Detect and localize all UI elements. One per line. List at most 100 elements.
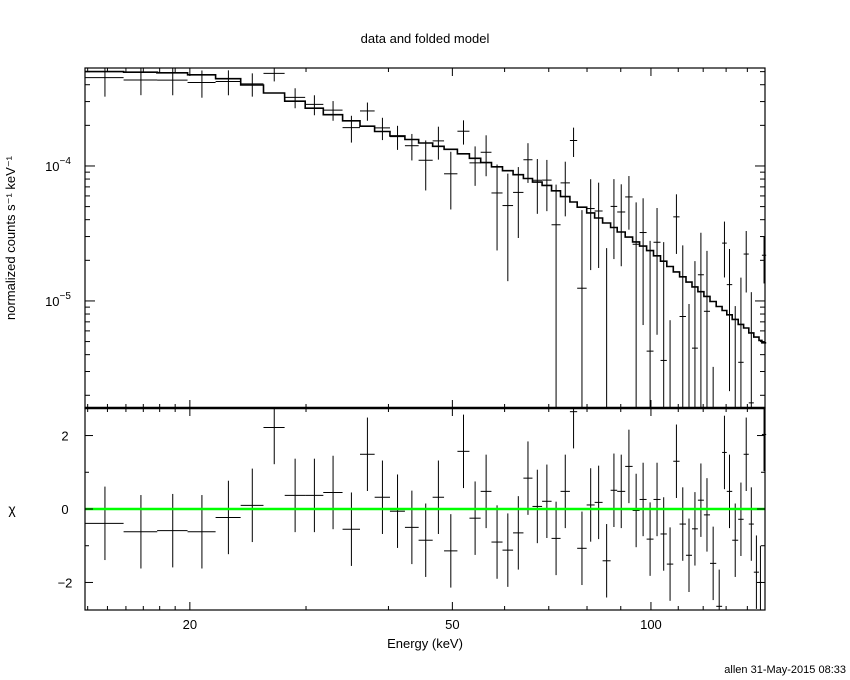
data-point xyxy=(646,240,654,408)
y-tick-exponent: −5 xyxy=(60,291,72,302)
data-point xyxy=(85,68,124,97)
y-axis-label-bottom: χ xyxy=(8,501,16,517)
data-point xyxy=(342,115,360,143)
residual-point xyxy=(560,454,570,529)
residual-point xyxy=(542,464,552,539)
data-point xyxy=(469,146,481,186)
data-point xyxy=(418,140,433,191)
x-tick-label: 20 xyxy=(183,617,197,632)
residual-point xyxy=(469,481,481,555)
residual-point xyxy=(215,480,241,555)
data-point xyxy=(480,135,492,177)
residual-point xyxy=(577,511,587,586)
chi-tick-label: −2 xyxy=(58,575,73,590)
data-point xyxy=(359,102,375,121)
data-point xyxy=(457,120,470,145)
data-point xyxy=(491,164,503,251)
residual-point xyxy=(646,502,654,576)
data-point xyxy=(215,70,241,96)
residual-point xyxy=(284,458,306,533)
data-point xyxy=(586,179,595,271)
residual-point xyxy=(502,513,514,587)
data-point xyxy=(532,159,543,214)
data-point xyxy=(577,210,587,408)
data-point xyxy=(653,208,661,335)
residual-point xyxy=(610,453,618,527)
footer-stamp: allen 31-May-2015 08:33 xyxy=(724,664,846,676)
data-point xyxy=(323,101,343,121)
data-point xyxy=(748,292,754,408)
data-point xyxy=(123,68,158,96)
residual-point xyxy=(389,474,405,548)
data-point xyxy=(673,194,680,254)
residual-point xyxy=(513,496,524,570)
y-tick-label: 10−5 xyxy=(45,291,71,309)
residual-point xyxy=(743,417,749,492)
data-point xyxy=(743,231,749,293)
data-point xyxy=(187,70,216,98)
residual-point xyxy=(374,460,391,534)
residual-point xyxy=(523,441,533,515)
y-tick-label: 10−4 xyxy=(45,156,71,174)
data-point xyxy=(374,117,391,141)
top-panel-frame xyxy=(84,67,766,409)
x-tick-label: 50 xyxy=(445,617,459,632)
y-axis-label-top: normalized counts s⁻¹ keV⁻¹ xyxy=(3,155,18,320)
data-point xyxy=(569,127,578,157)
data-point xyxy=(305,95,324,116)
residual-point xyxy=(738,482,744,557)
model-step-line xyxy=(85,70,767,344)
residual-point xyxy=(404,490,419,565)
chi-tick-label: 2 xyxy=(61,429,68,444)
residual-panel: 20 50 100 −2 0 2 xyxy=(58,408,767,632)
residual-point xyxy=(685,518,692,593)
data-point xyxy=(432,126,445,160)
residual-point xyxy=(748,487,754,561)
data-point xyxy=(542,159,552,212)
data-point xyxy=(697,232,704,408)
data-point xyxy=(513,167,524,238)
residual-point xyxy=(323,455,343,530)
residual-point xyxy=(123,495,158,569)
data-point xyxy=(284,88,306,109)
residual-point xyxy=(639,462,647,537)
residual-point xyxy=(305,458,324,533)
residual-point xyxy=(753,535,759,609)
data-point xyxy=(263,68,285,82)
residual-point xyxy=(551,501,561,576)
residual-point xyxy=(722,415,727,490)
residual-point xyxy=(666,527,674,601)
residual-point xyxy=(418,503,433,577)
residual-point xyxy=(240,468,264,543)
data-point xyxy=(632,202,640,408)
residual-point xyxy=(758,545,762,610)
residual-point xyxy=(732,503,739,577)
top-panel: 10−4 10−5 xyxy=(45,68,767,408)
data-point xyxy=(502,173,514,282)
residual-point xyxy=(703,478,711,552)
residual-point xyxy=(187,495,216,569)
x-axis-label: Energy (keV) xyxy=(387,636,463,651)
residual-point xyxy=(691,492,698,566)
residual-point xyxy=(617,454,626,529)
data-point xyxy=(679,245,686,408)
residual-point xyxy=(532,469,543,544)
data-point xyxy=(617,184,626,267)
residual-point xyxy=(602,524,611,598)
residual-point xyxy=(491,505,503,579)
data-point xyxy=(726,248,733,392)
x-tick-label: 100 xyxy=(640,617,662,632)
data-point xyxy=(625,176,633,230)
data-point xyxy=(389,125,405,150)
data-point xyxy=(240,73,264,97)
residual-point xyxy=(653,462,661,537)
residual-point xyxy=(85,486,124,561)
chart-title: data and folded model xyxy=(361,31,490,46)
residual-point xyxy=(157,493,188,568)
data-point xyxy=(404,133,419,161)
y-tick-exponent: −4 xyxy=(60,156,72,167)
residual-point xyxy=(625,429,633,504)
data-point xyxy=(691,261,698,408)
data-point xyxy=(523,143,533,183)
residual-point xyxy=(359,417,375,492)
